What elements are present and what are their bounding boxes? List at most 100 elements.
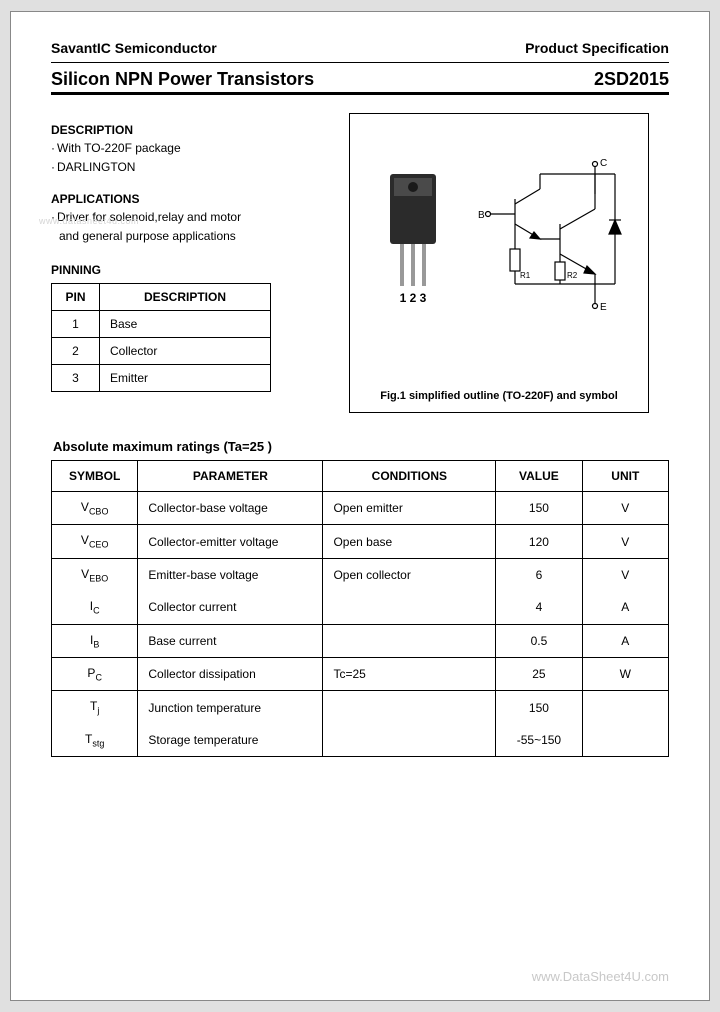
parameter-cell: Collector-emitter voltage	[138, 525, 323, 558]
watermark-footer: www.DataSheet4U.com	[532, 969, 669, 984]
figure-box: 1 2 3	[349, 113, 649, 413]
unit-cell: V	[582, 525, 668, 558]
resistor-r2-label: R2	[567, 271, 578, 280]
conditions-cell	[323, 691, 496, 724]
pin-desc: Base	[100, 311, 271, 338]
unit-cell	[582, 691, 668, 724]
conditions-cell	[323, 624, 496, 657]
figure-caption: Fig.1 simplified outline (TO-220F) and s…	[350, 390, 648, 402]
value-cell: 0.5	[496, 624, 582, 657]
parameter-cell: Collector-base voltage	[138, 492, 323, 525]
applications-heading: APPLICATIONS	[51, 192, 331, 206]
col-value: VALUE	[496, 461, 582, 492]
divider-thin	[51, 62, 669, 63]
table-row: VEBOEmitter-base voltageOpen collector6V	[52, 558, 669, 591]
col-unit: UNIT	[582, 461, 668, 492]
symbol-icon	[486, 162, 622, 309]
package-and-symbol-svg: 1 2 3	[360, 154, 640, 354]
conditions-cell: Open base	[323, 525, 496, 558]
table-row: IBBase current 0.5A	[52, 624, 669, 657]
conditions-cell: Open emitter	[323, 492, 496, 525]
ratings-heading: Absolute maximum ratings (Ta=25 )	[53, 439, 669, 454]
pin-number: 1	[52, 311, 100, 338]
col-conditions: CONDITIONS	[323, 461, 496, 492]
value-cell: -55~150	[496, 724, 582, 757]
doc-type: Product Specification	[525, 40, 669, 56]
table-row: 1 Base	[52, 311, 271, 338]
symbol-cell: Tj	[52, 691, 138, 724]
company-name: SavantIC Semiconductor	[51, 40, 217, 56]
table-row: 2 Collector	[52, 338, 271, 365]
value-cell: 6	[496, 558, 582, 591]
header-row: SavantIC Semiconductor Product Specifica…	[51, 40, 669, 56]
description-lines: With TO-220F package DARLINGTON	[51, 139, 331, 176]
pin-desc: Collector	[100, 338, 271, 365]
table-row: PCCollector dissipationTc=2525W	[52, 657, 669, 690]
title-row: Silicon NPN Power Transistors 2SD2015	[51, 69, 669, 90]
description-line: With TO-220F package	[51, 139, 331, 158]
pinning-table: PIN DESCRIPTION 1 Base 2 Collector 3 Emi…	[51, 283, 271, 392]
unit-cell: V	[582, 558, 668, 591]
conditions-cell: Open collector	[323, 558, 496, 591]
table-row: 3 Emitter	[52, 365, 271, 392]
description-heading: DESCRIPTION	[51, 123, 331, 137]
parameter-cell: Junction temperature	[138, 691, 323, 724]
symbol-cell: VCBO	[52, 492, 138, 525]
unit-cell: A	[582, 624, 668, 657]
symbol-cell: VCEO	[52, 525, 138, 558]
unit-cell: V	[582, 492, 668, 525]
terminal-b-label: B	[478, 210, 485, 221]
terminal-c-label: C	[600, 158, 607, 169]
table-row: VCEOCollector-emitter voltageOpen base12…	[52, 525, 669, 558]
parameter-cell: Collector current	[138, 591, 323, 624]
applications-line: and general purpose applications	[59, 227, 331, 246]
top-content: DESCRIPTION With TO-220F package DARLING…	[51, 113, 669, 413]
value-cell: 4	[496, 591, 582, 624]
symbol-cell: Tstg	[52, 724, 138, 757]
parameter-cell: Storage temperature	[138, 724, 323, 757]
table-row: ICCollector current 4A	[52, 591, 669, 624]
symbol-cell: IC	[52, 591, 138, 624]
datasheet-page: www.datasheet4u.com SavantIC Semiconduct…	[10, 11, 710, 1001]
table-header-row: SYMBOL PARAMETER CONDITIONS VALUE UNIT	[52, 461, 669, 492]
pin-number: 2	[52, 338, 100, 365]
desc-col-header: DESCRIPTION	[100, 284, 271, 311]
conditions-cell	[323, 591, 496, 624]
pin-col-header: PIN	[52, 284, 100, 311]
package-icon	[390, 174, 436, 286]
left-column: DESCRIPTION With TO-220F package DARLING…	[51, 113, 331, 413]
symbol-cell: IB	[52, 624, 138, 657]
ratings-table: SYMBOL PARAMETER CONDITIONS VALUE UNIT V…	[51, 460, 669, 757]
parameter-cell: Collector dissipation	[138, 657, 323, 690]
table-header-row: PIN DESCRIPTION	[52, 284, 271, 311]
pin-desc: Emitter	[100, 365, 271, 392]
pin-number: 3	[52, 365, 100, 392]
table-row: VCBOCollector-base voltageOpen emitter15…	[52, 492, 669, 525]
unit-cell: W	[582, 657, 668, 690]
watermark-small: www.datasheet4u.com	[39, 216, 139, 226]
description-line: DARLINGTON	[51, 158, 331, 177]
value-cell: 150	[496, 691, 582, 724]
unit-cell	[582, 724, 668, 757]
right-column: 1 2 3	[349, 113, 669, 413]
col-parameter: PARAMETER	[138, 461, 323, 492]
resistor-r1-label: R1	[520, 271, 531, 280]
unit-cell: A	[582, 591, 668, 624]
parameter-cell: Base current	[138, 624, 323, 657]
symbol-cell: VEBO	[52, 558, 138, 591]
value-cell: 120	[496, 525, 582, 558]
divider-thick	[51, 92, 669, 95]
part-number: 2SD2015	[594, 69, 669, 90]
col-symbol: SYMBOL	[52, 461, 138, 492]
pinning-heading: PINNING	[51, 263, 331, 277]
value-cell: 150	[496, 492, 582, 525]
symbol-cell: PC	[52, 657, 138, 690]
conditions-cell	[323, 724, 496, 757]
parameter-cell: Emitter-base voltage	[138, 558, 323, 591]
applications-lines: Driver for solenoid,relay and motor and …	[51, 208, 331, 245]
table-row: TstgStorage temperature -55~150	[52, 724, 669, 757]
terminal-e-label: E	[600, 302, 607, 313]
conditions-cell: Tc=25	[323, 657, 496, 690]
pin-labels: 1 2 3	[400, 291, 427, 305]
value-cell: 25	[496, 657, 582, 690]
